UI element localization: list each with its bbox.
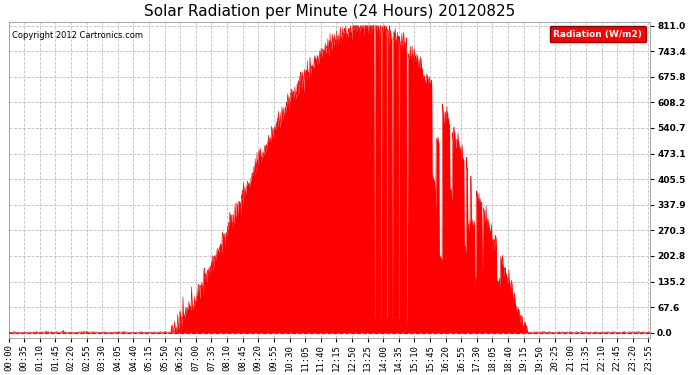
Title: Solar Radiation per Minute (24 Hours) 20120825: Solar Radiation per Minute (24 Hours) 20… [144, 4, 515, 19]
Legend: Radiation (W/m2): Radiation (W/m2) [549, 26, 646, 42]
Text: Copyright 2012 Cartronics.com: Copyright 2012 Cartronics.com [12, 31, 143, 40]
